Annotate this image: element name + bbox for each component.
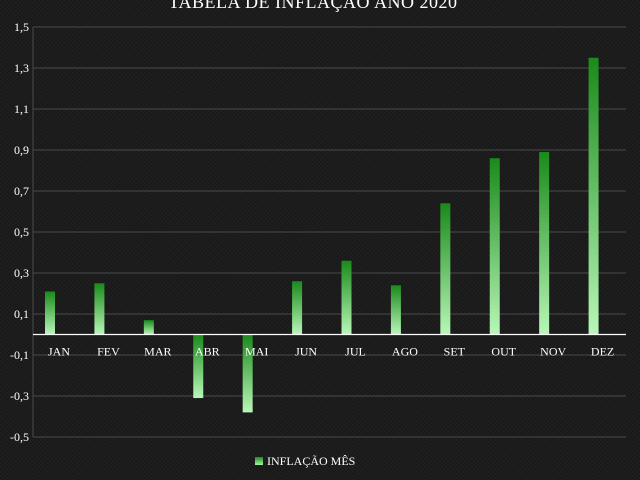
bar-fev: [94, 283, 105, 335]
x-category-label: NOV: [540, 345, 566, 359]
x-category-label: DEZ: [591, 345, 614, 359]
bar-set: [440, 203, 451, 335]
y-tick-label: -0,5: [10, 430, 29, 444]
x-category-label: JUN: [295, 345, 317, 359]
chart-title: TABELA DE INFLAÇÃO ANO 2020: [168, 0, 458, 12]
x-category-label: MAR: [144, 345, 171, 359]
x-category-label: MAI: [245, 345, 268, 359]
legend: INFLAÇÃO MÊS: [255, 453, 355, 469]
x-category-label: OUT: [491, 345, 516, 359]
bar-nov: [539, 152, 550, 335]
y-tick-label: 1,1: [14, 102, 29, 116]
bars: [45, 57, 599, 413]
y-tick-label: 1,3: [14, 61, 29, 75]
bar-ago: [390, 285, 401, 335]
bar-out: [489, 158, 500, 335]
x-category-label: JUL: [345, 345, 366, 359]
x-category-label: FEV: [97, 345, 120, 359]
gridlines: [33, 26, 626, 438]
bar-mar: [143, 320, 154, 335]
x-category-label: SET: [444, 345, 466, 359]
x-category-label: AGO: [392, 345, 418, 359]
bar-jun: [292, 281, 303, 335]
y-tick-label: 0,7: [14, 184, 29, 198]
bar-mai: [242, 334, 253, 413]
bar-dez: [588, 57, 599, 335]
legend-swatch: [255, 457, 263, 465]
bar-abr: [193, 334, 204, 399]
x-category-label: JAN: [48, 345, 70, 359]
y-tick-label: 0,1: [14, 307, 29, 321]
legend-label: INFLAÇÃO MÊS: [267, 453, 356, 468]
bar-jan: [45, 291, 55, 335]
y-tick-label: -0,1: [10, 348, 29, 362]
x-category-labels: JAN FEV MAR ABR MAI JUN JUL AGO SET OUT NOV DEZ: [48, 345, 614, 359]
y-tick-label: 1,5: [14, 20, 29, 34]
bar-jul: [341, 260, 352, 335]
y-tick-label: 0,5: [14, 225, 29, 239]
y-tick-label: 0,9: [14, 143, 29, 157]
x-category-label: ABR: [195, 345, 220, 359]
y-tick-labels: -0,5 -0,3 -0,1 0,1 0,3 0,5 0,7 0,9 1,1 1,3 1,5: [10, 20, 29, 444]
y-tick-label: 0,3: [14, 266, 29, 280]
y-tick-label: -0,3: [10, 389, 29, 403]
axes: [32, 27, 626, 437]
